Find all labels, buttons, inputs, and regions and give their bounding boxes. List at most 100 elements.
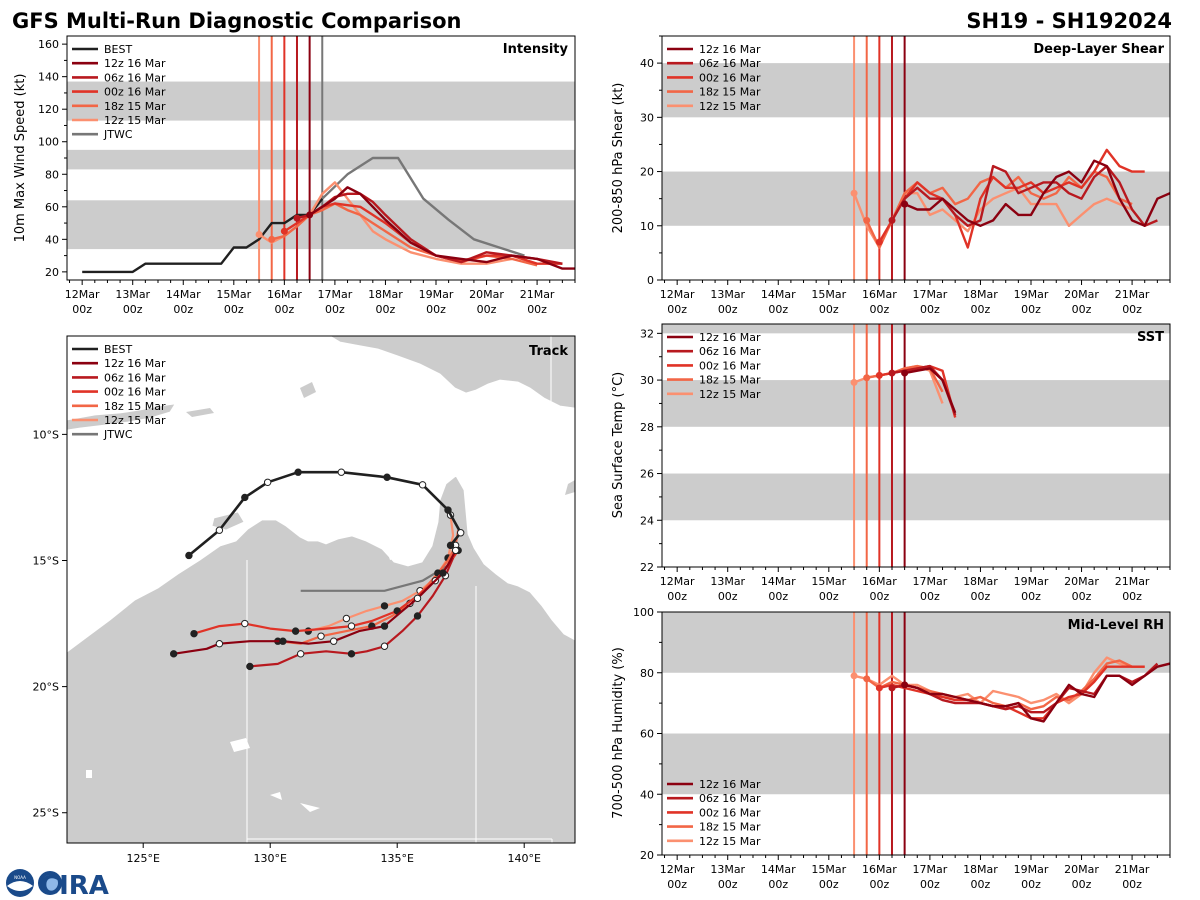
track-run-line (249, 557, 455, 668)
land-groote (386, 544, 402, 560)
sst-y-tick-label: 24 (640, 514, 654, 527)
rh-y-tick-label: 60 (640, 728, 654, 741)
rh-y-tick-label: 80 (640, 667, 654, 680)
rh-run-start-marker (888, 684, 896, 692)
rh-run-start-marker (875, 684, 883, 692)
intensity-x-tick-label: 12Mar (65, 288, 100, 301)
sst-x-tick-label: 18Mar (963, 575, 998, 588)
track-legend-label: 00z 16 Mar (104, 386, 166, 399)
rh-x-tick-label-hour: 00z (869, 878, 889, 891)
shear-x-tick-label: 13Mar (710, 288, 745, 301)
shear-x-tick-label: 20Mar (1064, 288, 1099, 301)
shear-x-tick-label: 17Mar (913, 288, 948, 301)
track-best-marker (215, 526, 224, 534)
intensity-x-tick-label: 20Mar (469, 288, 504, 301)
rh-panel: 20 40 60 80 100 12Mar 00z 13Mar 00z 14Mar 00z 15Ma… (611, 606, 1171, 891)
rh-legend-label: 18z 15 Mar (699, 821, 761, 834)
intensity-run-start-marker (293, 214, 301, 222)
rh-band-0 (662, 733, 1170, 795)
sst-x-tick-label: 15Mar (811, 575, 846, 588)
shear-x-tick-label: 19Mar (1014, 288, 1049, 301)
rh-x-tick-label: 21Mar (1115, 863, 1150, 876)
sst-y-tick-label: 32 (640, 327, 654, 340)
track-y-ticks: 10°S 15°S 20°S 25°S (33, 428, 67, 820)
rh-x-tick-label-hour: 00z (920, 878, 940, 891)
rh-x-tick-label-hour: 00z (1021, 878, 1041, 891)
sst-legend-label: 12z 15 Mar (699, 388, 761, 401)
track-run-line (308, 514, 455, 633)
sst-x-tick-label-hour: 00z (667, 590, 687, 603)
track-x-tick-label: 140°E (507, 852, 540, 865)
shear-x-tick-label-hour: 00z (971, 303, 991, 316)
rh-x-tick-label-hour: 00z (1122, 878, 1142, 891)
rh-x-tick-label-hour: 00z (1072, 878, 1092, 891)
rh-x-tick-label: 20Mar (1064, 863, 1099, 876)
track-best-marker (263, 478, 272, 486)
shear-bands (662, 63, 1170, 226)
intensity-jtwc-line (321, 156, 525, 257)
intensity-x-tick-label: 18Mar (368, 288, 403, 301)
shear-x-tick-label: 15Mar (811, 288, 846, 301)
shear-x-tick-label: 14Mar (761, 288, 796, 301)
track-legend-label: JTWC (103, 428, 133, 441)
rh-y-tick-label: 20 (640, 849, 654, 862)
rh-y-ticks: 20 40 60 80 100 (633, 606, 662, 862)
track-legend-label: 12z 15 Mar (104, 414, 166, 427)
sst-y-tick-label: 22 (640, 561, 654, 574)
track-run-marker (380, 622, 389, 630)
intensity-band-2 (67, 81, 575, 121)
track-y-tick-label: 25°S (33, 807, 59, 820)
rh-x-tick-label-hour: 00z (819, 878, 839, 891)
intensity-series (82, 156, 575, 274)
shear-x-tick-label-hour: 00z (819, 303, 839, 316)
track-best-marker (444, 506, 452, 514)
track-run-marker (413, 612, 422, 620)
rh-run-start-marker (901, 681, 909, 689)
track-run-marker (413, 594, 422, 603)
shear-legend-label: 12z 16 Mar (699, 43, 761, 56)
track-run-marker (380, 642, 389, 650)
rh-y-tick-label: 100 (633, 606, 654, 619)
figure-title: GFS Multi-Run Diagnostic Comparison (12, 9, 461, 33)
sst-x-ticks: 12Mar 00z 13Mar 00z 14Mar 00z 15Mar 00z 16Mar 00z… (660, 567, 1171, 603)
rh-x-tick-label: 19Mar (1014, 863, 1049, 876)
track-y-tick-label: 20°S (33, 681, 59, 694)
sst-x-tick-label-hour: 00z (971, 590, 991, 603)
track-best-marker (241, 493, 249, 502)
rh-x-tick-label: 12Mar (660, 863, 695, 876)
intensity-y-tick-label: 40 (45, 233, 59, 246)
shear-x-tick-label: 18Mar (963, 288, 998, 301)
track-best-marker (446, 541, 455, 550)
sst-legend-label: 06z 16 Mar (699, 345, 761, 358)
shear-x-tick-label-hour: 00z (667, 303, 687, 316)
shear-y-tick-label: 40 (640, 57, 654, 70)
intensity-band-1 (67, 149, 575, 170)
rh-title: Mid-Level RH (1068, 618, 1164, 633)
sst-run-start-marker (901, 369, 909, 377)
rh-series (850, 656, 1170, 723)
sst-x-tick-label-hour: 00z (1072, 590, 1092, 603)
sst-run-start-marker (863, 374, 871, 382)
intensity-x-tick-label-hour: 00z (274, 303, 294, 316)
track-best-marker (457, 529, 465, 537)
track-best-marker (337, 468, 346, 476)
sst-x-tick-label: 12Mar (660, 575, 695, 588)
noaa-logo: NOAA (6, 869, 34, 897)
shear-band-1 (662, 63, 1170, 118)
sst-x-tick-label: 19Mar (1014, 575, 1049, 588)
shear-run-start-marker (888, 216, 896, 224)
shear-x-tick-label-hour: 00z (1072, 303, 1092, 316)
shear-x-tick-label-hour: 00z (920, 303, 940, 316)
rh-run-line (904, 662, 1170, 723)
sst-legend-label: 18z 15 Mar (699, 374, 761, 387)
intensity-x-ticks: 12Mar 00z 13Mar 00z 14Mar 00z 15Mar 00z 16Mar 00z… (65, 280, 576, 316)
track-legend-label: BEST (104, 343, 132, 356)
intensity-x-tick-label: 21Mar (520, 288, 555, 301)
shear-x-tick-label-hour: 00z (718, 303, 738, 316)
track-run-marker (439, 569, 447, 577)
intensity-run-line (308, 186, 575, 270)
intensity-x-tick-label-hour: 00z (123, 303, 143, 316)
rh-x-tick-label: 13Mar (710, 863, 745, 876)
